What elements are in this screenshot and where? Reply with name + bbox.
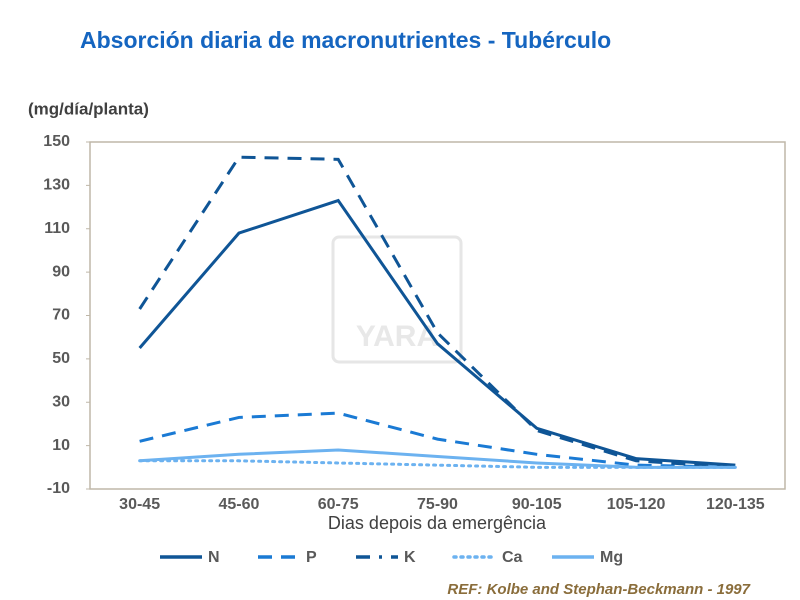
legend-label: P (306, 549, 317, 566)
x-tick-label: 90-105 (512, 496, 562, 513)
series-line (139, 411, 736, 469)
y-tick-label: 30 (52, 393, 70, 410)
x-tick-label: 30-45 (119, 496, 160, 513)
y-tick-label: 70 (52, 307, 70, 324)
x-tick-label: 120-135 (706, 496, 765, 513)
legend-label: Mg (600, 549, 623, 566)
y-tick-label: 90 (52, 263, 70, 280)
legend-label: N (208, 549, 220, 566)
y-tick-label: 150 (43, 133, 70, 150)
y-tick-label: 110 (44, 220, 70, 237)
x-tick-label: 45-60 (218, 496, 259, 513)
series-line (139, 448, 736, 469)
chart-title: Absorción diaria de macronutrientes - Tu… (80, 27, 611, 53)
legend-label: K (404, 549, 416, 566)
x-axis-label: Dias depois da emergência (328, 513, 547, 533)
x-tick-label: 60-75 (318, 496, 359, 513)
series-line (138, 198, 736, 467)
plot-frame (89, 141, 786, 490)
series-line (138, 155, 736, 469)
y-tick-label: -10 (47, 480, 70, 497)
note: REF: Kolbe and Stephan-Beckmann - 1997 (447, 581, 750, 598)
x-tick-label: 105-120 (607, 496, 666, 513)
x-tick-label: 75-90 (417, 496, 458, 513)
y-tick-label: 130 (43, 177, 70, 194)
y-axis-label: (mg/día/planta) (28, 99, 149, 118)
y-tick-label: 10 (52, 437, 70, 454)
y-tick-label: 50 (52, 350, 70, 367)
legend-label: Ca (502, 549, 523, 566)
watermark-frame (331, 235, 463, 364)
